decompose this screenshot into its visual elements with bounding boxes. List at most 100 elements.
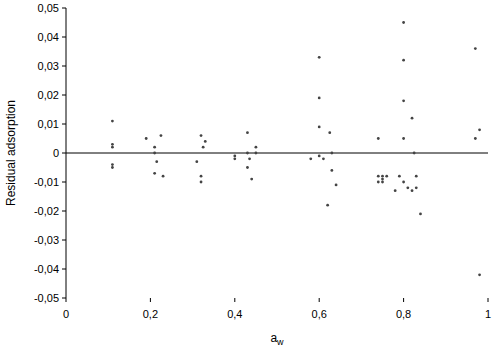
point [153,152,156,155]
point [330,169,333,172]
point [398,175,401,178]
y-tick [62,8,66,9]
point [153,146,156,149]
point [248,157,251,160]
point [200,181,203,184]
point [246,166,249,169]
y-tick-label: -0,02 [34,205,59,217]
point [160,134,163,137]
point [153,172,156,175]
x-axis-label-sub: w [276,337,284,347]
y-tick-label: -0,05 [34,292,59,304]
point [478,273,481,276]
point [381,178,384,181]
x-tick-label: 1 [485,308,491,320]
y-tick [62,153,66,154]
point [411,189,414,192]
x-axis-label: aw [270,331,284,347]
point [309,157,312,160]
point [402,99,405,102]
point [377,175,380,178]
point [326,204,329,207]
y-tick-label: -0,04 [34,263,59,275]
point [330,152,333,155]
x-tick-label: 0 [63,308,69,320]
point [195,160,198,163]
x-tick-label: 0,6 [312,308,327,320]
point [111,143,114,146]
y-tick [62,37,66,38]
point [200,175,203,178]
x-tick [488,298,489,302]
point [322,157,325,160]
point [204,140,207,143]
point [385,175,388,178]
points [111,21,481,276]
point [377,181,380,184]
point [246,152,249,155]
chart: -0,05 -0,04 -0,03 -0,02 -0,01 0 0,01 0,02 0,03 0,… [0,0,500,352]
x-tick-label: 0,2 [143,308,158,320]
y-tick-label: 0,04 [38,31,59,43]
point [402,59,405,62]
point [155,160,158,163]
point [402,21,405,24]
point [145,137,148,140]
x-tick [234,298,235,302]
point [402,137,405,140]
y-tick-label: -0,01 [34,176,59,188]
y-tick [62,66,66,67]
y-tick-label: 0 [53,147,59,159]
point [328,131,331,134]
y-tick-label: -0,03 [34,234,59,246]
point [411,117,414,120]
point [415,186,418,189]
point [419,213,422,216]
point [111,166,114,169]
y-tick-label: 0,02 [38,89,59,101]
x-tick [150,298,151,302]
point [202,146,205,149]
point [111,163,114,166]
point [474,47,477,50]
point [162,175,165,178]
y-tick [62,240,66,241]
point [474,137,477,140]
point [381,175,384,178]
y-tick [62,211,66,212]
point [381,181,384,184]
point [413,152,416,155]
point [377,137,380,140]
point [318,97,321,100]
point [478,128,481,131]
x-tick-label: 0,8 [396,308,411,320]
point [111,146,114,149]
point [233,157,236,160]
point [111,120,114,123]
y-tick [62,124,66,125]
x-tick [403,298,404,302]
point [233,155,236,158]
point [318,126,321,129]
y-tick [62,182,66,183]
point [246,131,249,134]
point [415,175,418,178]
point [402,181,405,184]
y-tick-label: 0,03 [38,60,59,72]
y-axis-label: Residual adsorption [4,100,18,206]
y-tick-label: 0,01 [38,118,59,130]
x-axis [66,153,488,154]
point [255,152,258,155]
point [335,184,338,187]
point [394,189,397,192]
point [318,56,321,59]
y-tick [62,95,66,96]
point [318,155,321,158]
point [250,178,253,181]
point [406,186,409,189]
y-tick [62,298,66,299]
point [200,134,203,137]
y-tick-label: 0,05 [38,2,59,14]
x-tick-label: 0,4 [227,308,242,320]
y-tick [62,269,66,270]
